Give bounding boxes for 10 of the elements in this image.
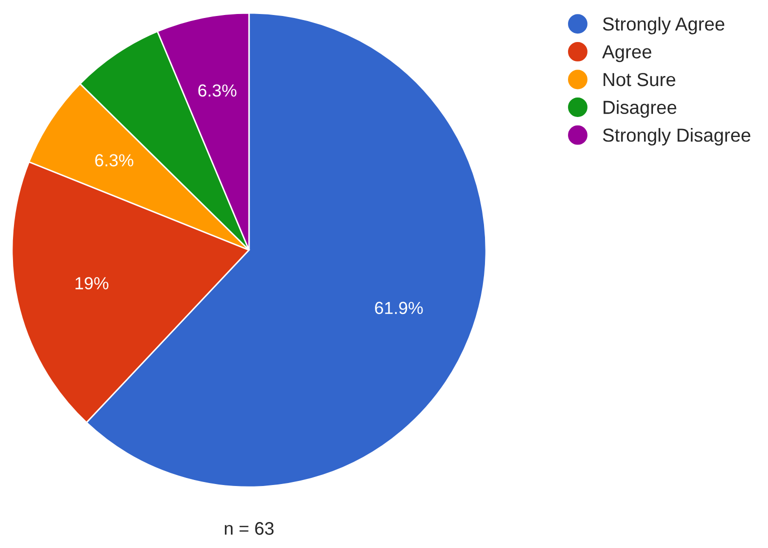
data-label: 19% (76, 277, 108, 290)
legend-label: Strongly Agree (602, 16, 724, 34)
data-label: 6.3% (95, 154, 134, 166)
text: n = 63 (224, 522, 274, 535)
legend-label: Strongly Disagree (602, 128, 750, 146)
data-label: 6.3% (198, 84, 236, 97)
legend-label: Disagree (604, 100, 676, 118)
data-label: 61.9% (375, 302, 423, 314)
legend-label: Not Sure (604, 72, 676, 86)
legend-label: Agree (602, 45, 652, 62)
